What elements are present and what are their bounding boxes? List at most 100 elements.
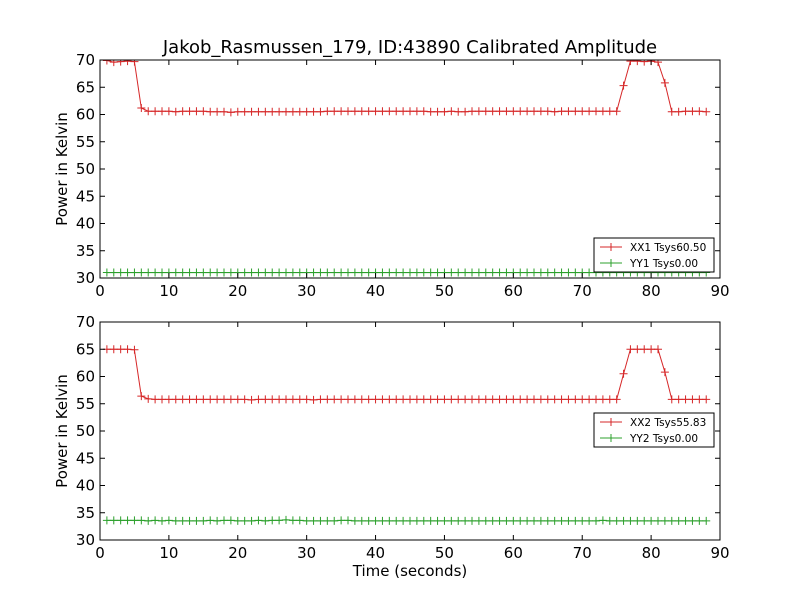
y-tick-label: 70: [76, 51, 95, 69]
data-point: [158, 268, 166, 277]
series-2-1: [102, 345, 711, 404]
data-point: [702, 107, 711, 116]
data-point: [557, 268, 566, 277]
data-point: [282, 107, 290, 116]
legend-entry: XX2 Tsys55.83: [600, 417, 706, 429]
data-point: [433, 107, 442, 116]
data-point: [695, 395, 704, 404]
data-point: [282, 268, 290, 277]
y-tick-label: 65: [76, 78, 95, 96]
data-point: [530, 268, 538, 277]
data-point: [488, 107, 497, 116]
data-point: [302, 516, 311, 525]
data-point: [344, 107, 352, 116]
data-point: [461, 268, 470, 277]
data-point: [206, 107, 215, 116]
data-point: [226, 395, 235, 404]
data-point: [164, 107, 173, 116]
data-point: [530, 395, 538, 404]
data-point: [192, 395, 201, 404]
data-point: [674, 107, 683, 116]
data-point: [364, 395, 373, 404]
y-tick-label: 35: [76, 504, 95, 522]
data-point: [220, 107, 228, 116]
data-point: [557, 516, 566, 525]
data-point: [247, 516, 256, 525]
data-point: [509, 395, 518, 404]
data-point: [399, 268, 408, 277]
data-point: [192, 107, 201, 116]
data-point: [144, 394, 153, 403]
data-point: [206, 395, 215, 404]
data-point: [495, 516, 504, 525]
y-tick-label: 35: [76, 242, 95, 260]
data-point: [474, 268, 483, 277]
data-point: [254, 268, 263, 277]
x-tick-label: 0: [95, 282, 105, 300]
data-point: [116, 345, 125, 354]
data-point: [364, 268, 373, 277]
y-tick-label: 65: [76, 340, 95, 358]
data-point: [626, 516, 635, 525]
data-point: [233, 107, 242, 116]
data-point: [564, 395, 573, 404]
data-point: [109, 516, 118, 525]
data-point: [185, 395, 194, 404]
data-point: [151, 395, 160, 404]
data-point: [199, 107, 208, 116]
data-point: [502, 268, 511, 277]
data-point: [137, 268, 146, 277]
data-point: [233, 395, 242, 404]
data-point: [288, 516, 297, 525]
data-point: [468, 268, 476, 277]
x-tick-label: 10: [159, 544, 178, 562]
data-point: [261, 268, 270, 277]
data-point: [330, 395, 339, 404]
x-tick-label: 80: [642, 544, 661, 562]
data-point: [419, 107, 428, 116]
data-point: [206, 268, 215, 277]
data-point: [633, 345, 642, 354]
data-point: [619, 81, 628, 90]
data-point: [681, 516, 690, 525]
data-point: [660, 516, 669, 525]
data-point: [302, 107, 311, 116]
data-point: [523, 395, 532, 404]
data-point: [261, 516, 270, 525]
data-point: [254, 395, 263, 404]
data-point: [123, 268, 132, 277]
data-point: [151, 107, 160, 116]
legend: XX1 Tsys60.50 YY1 Tsys0.00: [593, 237, 715, 273]
legend-box: [593, 237, 715, 273]
data-point: [585, 395, 594, 404]
data-point: [667, 395, 676, 404]
data-point: [116, 516, 125, 525]
data-point: [419, 395, 428, 404]
x-tick-label: 30: [297, 282, 316, 300]
data-point: [461, 395, 470, 404]
data-point: [502, 395, 511, 404]
data-point: [350, 516, 359, 525]
data-point: [323, 516, 332, 525]
data-point: [640, 345, 649, 354]
data-point: [695, 107, 704, 116]
data-point: [640, 60, 649, 66]
x-tick-label: 50: [435, 282, 454, 300]
data-point: [164, 516, 173, 525]
data-point: [282, 395, 290, 404]
data-point: [502, 516, 511, 525]
data-point: [247, 268, 256, 277]
data-point: [461, 516, 470, 525]
data-point: [702, 516, 711, 525]
data-point: [199, 268, 208, 277]
data-point: [185, 516, 194, 525]
data-point: [330, 107, 339, 116]
data-point: [392, 516, 401, 525]
data-point: [557, 107, 566, 116]
data-point: [350, 107, 359, 116]
data-point: [406, 107, 414, 116]
data-point: [109, 345, 118, 354]
x-tick-label: 40: [366, 282, 385, 300]
data-point: [344, 395, 352, 404]
